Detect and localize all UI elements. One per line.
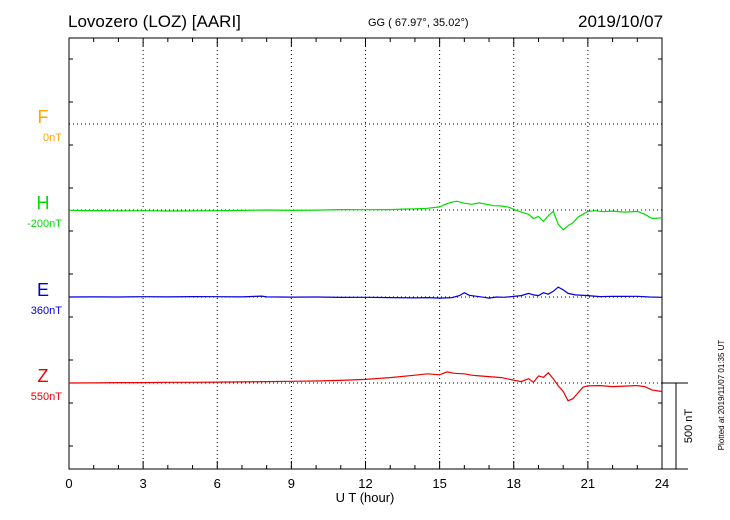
x-tick-label: 21 [581, 476, 595, 491]
plot-date: 2019/10/07 [578, 12, 664, 31]
x-tick-label: 3 [140, 476, 147, 491]
channel-name-f: F [38, 107, 49, 127]
x-tick-label: 18 [507, 476, 521, 491]
channel-labels: F 0nT H -200nT E 360nT Z 550nT [27, 107, 62, 403]
channel-baseline-z: 550nT [31, 391, 62, 403]
channel-name-e: E [37, 280, 49, 300]
plotted-timestamp: Plotted at 2019/11/07 01:35 UT [717, 340, 726, 451]
channel-baseline-f: 0nT [43, 132, 62, 144]
x-tick-label: 15 [432, 476, 446, 491]
x-tick-labels: 0 3 6 9 12 15 18 21 24 [65, 476, 669, 491]
plot-grid [68, 37, 663, 470]
station-title: Lovozero (LOZ) [AARI] [68, 12, 241, 31]
x-tick-label: 0 [65, 476, 72, 491]
geographic-coords: GG ( 67.97°, 35.02°) [368, 17, 469, 29]
channel-name-h: H [37, 193, 50, 213]
scale-bar: 500 nT [662, 382, 695, 470]
x-tick-label: 24 [655, 476, 669, 491]
channel-baseline-h: -200nT [27, 218, 62, 230]
channel-name-z: Z [38, 366, 49, 386]
series-line-z [68, 371, 663, 402]
x-axis-label: U T (hour) [336, 490, 395, 505]
x-tick-label: 9 [288, 476, 295, 491]
series-lines [68, 200, 663, 402]
channel-baseline-e: 360nT [31, 305, 62, 317]
series-line-e [68, 286, 663, 299]
x-tick-label: 12 [358, 476, 372, 491]
x-tick-label: 6 [214, 476, 221, 491]
scale-bar-label: 500 nT [683, 409, 695, 444]
series-line-h [68, 200, 663, 231]
